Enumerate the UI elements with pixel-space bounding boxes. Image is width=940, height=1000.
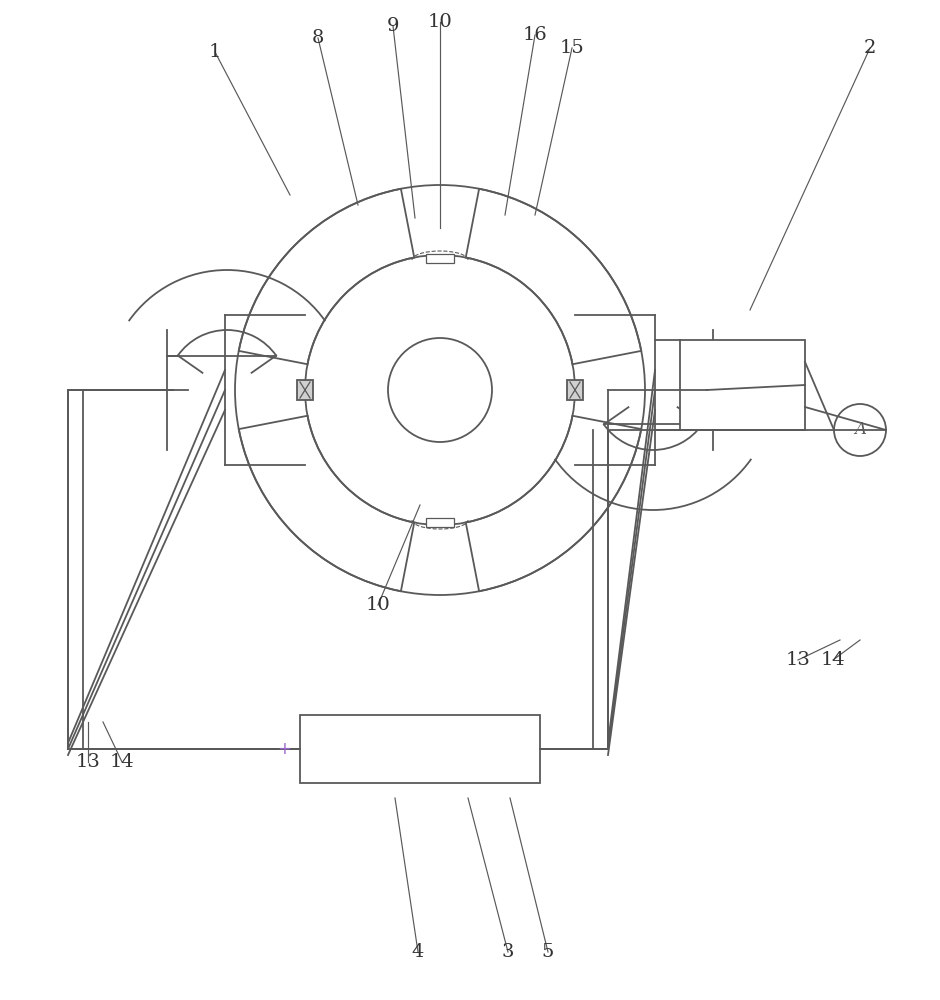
Text: 10: 10 [428, 13, 452, 31]
Text: 1: 1 [209, 43, 221, 61]
Text: 10: 10 [366, 596, 390, 614]
Text: 13: 13 [786, 651, 810, 669]
Text: 5: 5 [541, 943, 555, 961]
Text: 9: 9 [386, 17, 400, 35]
Text: 16: 16 [523, 26, 547, 44]
Text: 4: 4 [412, 943, 424, 961]
Text: 2: 2 [864, 39, 876, 57]
Text: 3: 3 [502, 943, 514, 961]
Bar [300, 715, 540, 783]
Bar [426, 254, 454, 263]
Bar [426, 518, 454, 527]
Text: A: A [854, 422, 866, 438]
Text: 14: 14 [110, 753, 134, 771]
Text: +: + [277, 740, 291, 758]
Bar [297, 380, 313, 400]
Bar [680, 340, 805, 430]
Text: 8: 8 [312, 29, 324, 47]
Bar [567, 380, 583, 400]
Text: 15: 15 [559, 39, 585, 57]
Text: 14: 14 [821, 651, 845, 669]
Text: 13: 13 [75, 753, 101, 771]
Text: −: − [546, 740, 562, 758]
